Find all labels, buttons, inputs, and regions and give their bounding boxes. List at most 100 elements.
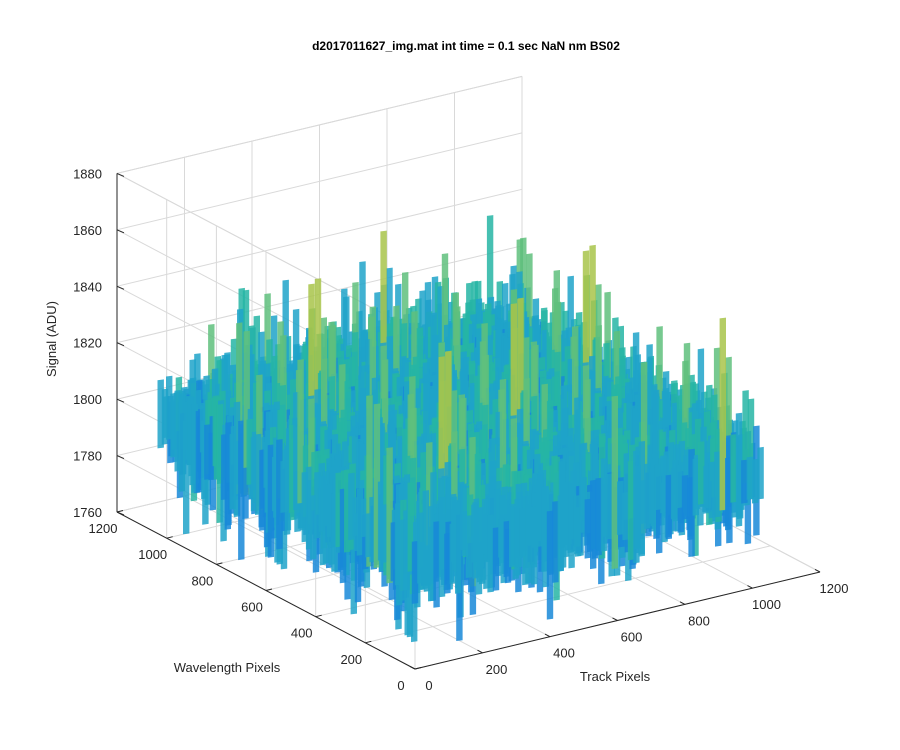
signal-axis-tick	[116, 285, 125, 290]
surface-strip	[492, 527, 500, 591]
track-axis-tick-label: 600	[621, 630, 643, 645]
wavelength-axis-tick-label: 1000	[138, 547, 167, 562]
back-wall-grid-line	[116, 132, 523, 231]
signal-axis-tick-label: 1760	[73, 505, 102, 520]
surface-strip	[455, 501, 462, 594]
surface-strip	[698, 441, 705, 505]
surface-strip	[422, 490, 429, 590]
surface-strip	[644, 463, 651, 530]
wavelength-axis-tick	[216, 562, 223, 565]
surface-strip	[417, 512, 424, 584]
track-axis-tick-label: 400	[553, 646, 575, 661]
surface-strip	[600, 458, 608, 552]
surface-strip	[530, 506, 537, 568]
surface-strip	[708, 461, 716, 519]
signal-axis-tick-label: 1860	[73, 223, 102, 238]
surface-strip	[757, 446, 764, 500]
surface-strip	[552, 501, 559, 583]
surface-strip	[449, 523, 456, 584]
frame-edge	[116, 75, 523, 174]
track-axis-tick	[679, 601, 686, 605]
surface-strip	[606, 473, 613, 540]
track-axis-tick-label: 0	[425, 678, 432, 693]
surface-strip	[557, 494, 564, 572]
signal-axis-tick-label: 1820	[73, 336, 102, 351]
surface-strip	[681, 475, 689, 520]
track-axis-tick	[814, 568, 821, 573]
surface-strip	[519, 507, 527, 557]
track-axis-tick	[612, 617, 618, 621]
surface-strip	[714, 451, 721, 518]
surface-strip	[735, 412, 743, 527]
wavelength-axis-tick-label: 600	[241, 600, 263, 615]
surface-strip	[536, 479, 543, 547]
signal-axis-tick	[116, 172, 125, 177]
surface-strip	[444, 532, 451, 594]
surface-strip	[719, 317, 726, 511]
signal-axis-tick	[116, 511, 125, 516]
wavelength-axis-tick	[414, 667, 422, 670]
surface-strip	[465, 515, 473, 578]
wavelength-axis-tick-label: 800	[192, 573, 214, 588]
track-axis-tick	[477, 649, 483, 654]
chart-title: d2017011627_img.mat int time = 0.1 sec N…	[312, 39, 620, 53]
signal-axis-tick	[116, 342, 125, 347]
wavelength-axis-tick	[116, 510, 124, 513]
surface-strip	[611, 395, 618, 569]
wavelength-axis-tick-label: 0	[397, 678, 404, 693]
wavelength-axis-tick	[315, 614, 322, 618]
surface-strip	[665, 474, 672, 540]
surface-strip	[238, 420, 245, 561]
surface-strip	[590, 479, 597, 570]
surface-strip	[509, 503, 516, 568]
surface-strip	[676, 464, 683, 509]
surface-strip	[525, 490, 532, 584]
track-axis-tick-label: 1000	[752, 597, 781, 612]
signal-axis-tick-label: 1780	[73, 449, 102, 464]
surface-strip	[638, 441, 645, 557]
surface-strip	[476, 507, 483, 577]
surface-strip	[433, 521, 440, 608]
track-axis-tick	[409, 665, 416, 670]
floor-grid-line	[365, 545, 771, 644]
surface-strip	[568, 450, 575, 569]
surface-strip	[579, 443, 586, 522]
surface-strip	[514, 498, 521, 576]
track-axis-tick	[747, 585, 753, 589]
surface-strip	[498, 518, 505, 558]
surface-strip	[482, 498, 489, 555]
track-axis-tick	[544, 633, 551, 638]
surface-strip	[752, 458, 759, 504]
surface-strip	[471, 503, 478, 563]
wavelength-axis-tick-label: 200	[340, 652, 362, 667]
surface-strip	[487, 514, 494, 593]
track-axis-tick-label: 200	[486, 662, 508, 677]
surface-strip	[746, 456, 753, 500]
surface-strip	[460, 483, 467, 551]
wavelength-axis-tick	[166, 536, 173, 539]
surface-strip	[654, 464, 662, 511]
signal-axis-tick-label: 1840	[73, 279, 102, 294]
surface-strip	[687, 477, 694, 541]
surface-strip	[633, 450, 640, 564]
surface-strip	[428, 505, 435, 602]
surface-strip	[703, 465, 710, 514]
surface-strip	[563, 481, 570, 558]
surface-strip	[671, 467, 678, 520]
signal-axis-tick-label: 1800	[73, 392, 102, 407]
tick-labels: 0 200 400 600 800 1000 1200 0 200 400 600 800 1000 12…	[73, 166, 848, 693]
surface-strip	[573, 495, 581, 548]
surface-strip	[660, 455, 667, 514]
surface-strip	[617, 480, 624, 535]
surface-strip	[692, 458, 699, 516]
wavelength-axis-tick-label: 400	[291, 626, 313, 641]
y-axis-label: Wavelength Pixels	[174, 660, 281, 675]
back-wall-grid-line	[116, 188, 523, 287]
signal-axis-tick	[116, 229, 125, 234]
surface-strip	[541, 485, 548, 572]
surface-strip	[584, 498, 591, 559]
wavelength-axis-tick-label: 1200	[89, 521, 118, 536]
x-axis-label: Track Pixels	[580, 669, 651, 684]
z-axis-label: Signal (ADU)	[44, 301, 59, 377]
